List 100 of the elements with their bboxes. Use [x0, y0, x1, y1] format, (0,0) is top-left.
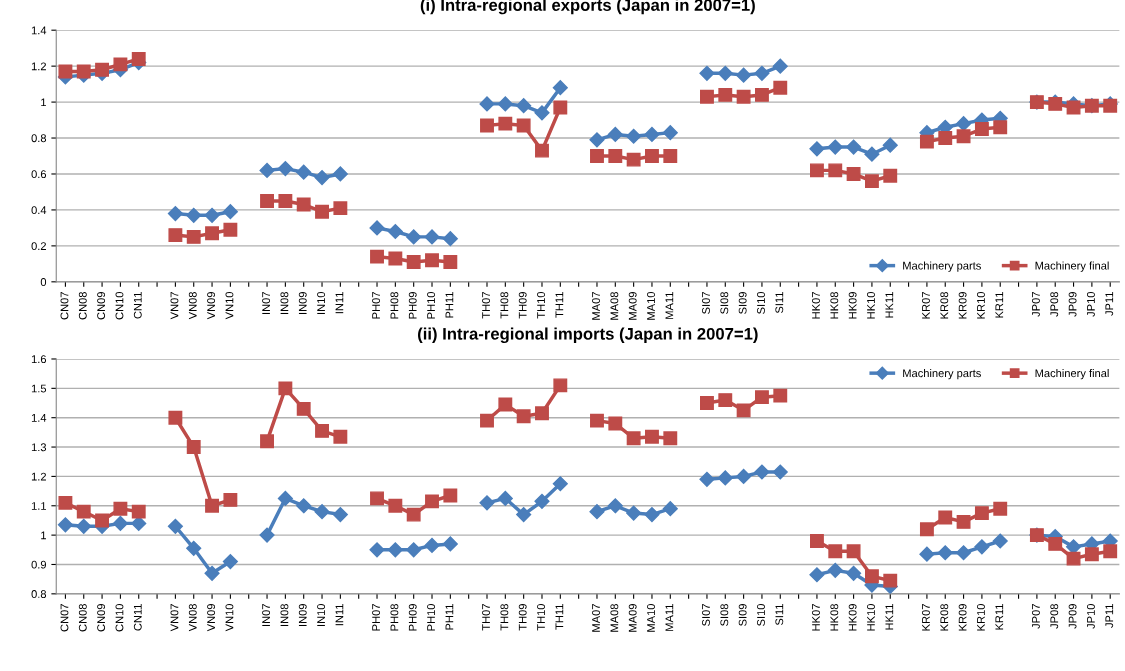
legend-label: Machinery final — [1035, 368, 1109, 380]
x-tick-label: JP11 — [1105, 604, 1114, 628]
x-tick-label: JP10 — [1086, 291, 1095, 317]
y-tick-label: 1.2 — [31, 472, 46, 481]
x-tick-label: SI09 — [738, 292, 747, 314]
x-tick-label: HK07 — [812, 604, 820, 631]
x-tick-label: IN10 — [317, 291, 326, 314]
y-tick-label: 1 — [41, 98, 46, 107]
y-tick-label: 1.3 — [31, 443, 47, 452]
x-tick-label: IN10 — [317, 603, 326, 626]
x-tick-label: CN10 — [115, 603, 124, 632]
x-tick-label: SI10 — [757, 291, 765, 314]
y-tick-label: 0.6 — [31, 170, 47, 179]
x-tick-label: HK07 — [812, 292, 820, 319]
y-tick-label: 1.6 — [31, 355, 47, 364]
x-tick-label: PH10 — [427, 603, 435, 631]
x-tick-label: CN11 — [133, 604, 142, 631]
x-tick-label: PH07 — [372, 292, 380, 319]
x-tick-label: TH09 — [518, 604, 527, 631]
x-tick-label: HK09 — [848, 292, 857, 319]
x-tick-label: TH09 — [518, 292, 527, 319]
y-tick-label: 1.4 — [31, 26, 47, 35]
x-tick-label: MA10 — [647, 291, 655, 320]
x-tick-label: CN07 — [60, 292, 69, 320]
x-tick-label: MA07 — [592, 604, 600, 632]
x-tick-label: JP09 — [1068, 292, 1077, 317]
x-tick-label: SI10 — [757, 603, 765, 626]
x-tick-label: VN07 — [170, 604, 179, 632]
x-tick-label: HK10 — [867, 603, 875, 631]
x-tick-label: TH08 — [500, 604, 509, 631]
x-tick-label: VN07 — [170, 292, 179, 320]
x-tick-label: SI07 — [702, 292, 710, 314]
y-tick-label: 0 — [40, 278, 47, 286]
x-tick-label: SI09 — [738, 604, 747, 626]
y-tick-label: 1.2 — [31, 62, 46, 71]
x-tick-label: PH08 — [390, 292, 399, 319]
x-tick-label: SI11 — [775, 292, 784, 314]
x-tick-label: JP11 — [1105, 292, 1114, 316]
x-tick-label: TH11 — [555, 604, 564, 630]
x-tick-label: PH09 — [408, 292, 417, 319]
x-tick-label: KR09 — [958, 292, 967, 319]
y-tick-label: 1.1 — [31, 502, 46, 510]
x-tick-label: MA11 — [665, 292, 674, 319]
x-tick-label: JP09 — [1068, 604, 1077, 629]
x-tick-label: SI11 — [775, 604, 784, 626]
x-tick-label: VN10 — [225, 603, 234, 632]
x-tick-label: MA11 — [665, 604, 674, 631]
x-tick-label: PH08 — [390, 604, 399, 631]
y-tick-label: 1.4 — [31, 414, 47, 422]
x-tick-label: HK11 — [885, 292, 894, 318]
x-tick-label: KR08 — [940, 292, 949, 319]
x-tick-label: SI07 — [702, 604, 710, 626]
x-tick-label: IN09 — [298, 292, 307, 314]
x-tick-label: IN07 — [262, 604, 271, 626]
x-tick-label: SI08 — [720, 604, 729, 626]
x-tick-label: IN08 — [280, 292, 289, 314]
x-tick-label: HK08 — [830, 604, 839, 631]
x-tick-label: VN09 — [207, 292, 216, 320]
x-tick-label: KR07 — [922, 604, 930, 631]
x-tick-label: HK08 — [830, 292, 839, 319]
x-tick-label: HK11 — [885, 604, 894, 630]
x-tick-label: SI08 — [720, 292, 729, 314]
x-tick-label: TH11 — [555, 292, 564, 318]
x-tick-label: TH10 — [537, 291, 545, 319]
x-tick-label: KR10 — [977, 291, 985, 319]
x-tick-label: MA08 — [610, 292, 619, 320]
x-tick-label: HK09 — [848, 604, 857, 631]
x-tick-label: MA09 — [628, 604, 637, 632]
x-tick-label: TH07 — [482, 292, 490, 319]
x-tick-label: CN08 — [78, 604, 87, 632]
y-tick-label: 0.4 — [31, 206, 47, 215]
legend-label: Machinery parts — [903, 261, 981, 272]
legend-label: Machinery final — [1035, 261, 1109, 272]
x-tick-label: CN07 — [60, 604, 69, 632]
x-tick-label: PH10 — [427, 291, 435, 319]
x-tick-label: CN09 — [97, 604, 106, 632]
x-tick-label: IN11 — [335, 292, 344, 314]
x-tick-label: JP07 — [1032, 292, 1040, 317]
y-tick-label: 0.2 — [31, 242, 46, 251]
x-tick-label: CN08 — [78, 292, 87, 320]
x-tick-label: IN07 — [262, 292, 271, 314]
x-tick-label: JP10 — [1086, 603, 1095, 629]
x-tick-label: CN10 — [115, 291, 124, 320]
x-tick-label: KR11 — [995, 604, 1004, 630]
x-tick-label: CN09 — [97, 292, 106, 320]
x-tick-label: MA08 — [610, 604, 619, 632]
x-tick-label: KR10 — [977, 603, 985, 631]
x-tick-label: PH11 — [445, 604, 454, 630]
x-tick-label: MA07 — [592, 292, 600, 320]
x-tick-label: MA10 — [647, 603, 655, 632]
x-tick-label: VN08 — [188, 292, 197, 320]
x-tick-label: CN11 — [133, 292, 142, 319]
x-tick-label: KR07 — [922, 292, 930, 319]
y-tick-label: 0.8 — [31, 134, 47, 143]
legend-label: Machinery parts — [903, 368, 981, 380]
x-tick-label: JP07 — [1032, 604, 1040, 629]
x-tick-label: IN09 — [298, 604, 307, 626]
x-tick-label: TH08 — [500, 292, 509, 319]
x-tick-label: JP08 — [1050, 604, 1059, 629]
x-tick-label: VN08 — [188, 604, 197, 632]
